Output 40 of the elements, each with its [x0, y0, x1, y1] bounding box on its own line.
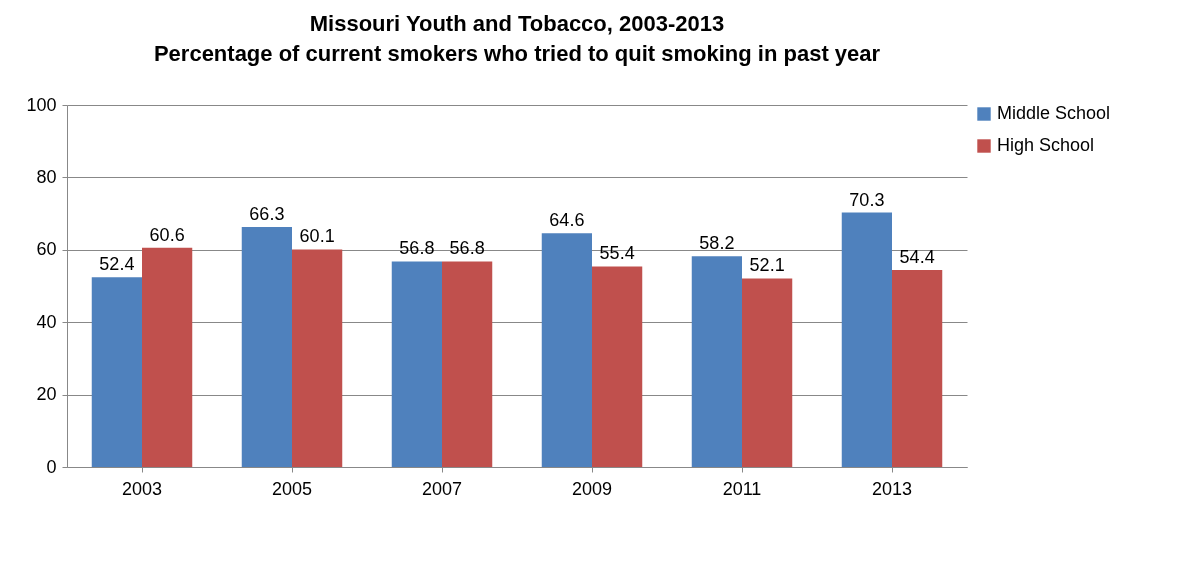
bar	[742, 278, 793, 467]
bar	[541, 233, 592, 467]
y-tick-label: 80	[36, 166, 57, 187]
x-tick-label: 2005	[271, 478, 313, 499]
x-tick-label: 2003	[121, 478, 163, 499]
data-label: 52.1	[749, 255, 785, 276]
bar	[292, 249, 343, 467]
x-tick-label: 2007	[421, 478, 463, 499]
chart-title: Missouri Youth and Tobacco, 2003-2013	[309, 11, 725, 36]
bar	[691, 256, 742, 467]
data-label: 54.4	[899, 247, 935, 268]
chart-subtitle: Percentage of current smokers who tried to quit smoking in past year	[153, 41, 881, 66]
data-label: 66.3	[249, 203, 285, 224]
legend-label: Middle School	[997, 103, 1111, 123]
bar	[391, 261, 442, 467]
data-label: 60.1	[299, 226, 335, 247]
data-label: 52.4	[99, 254, 135, 275]
bar	[442, 261, 493, 467]
y-tick-label: 60	[36, 239, 57, 260]
bar	[841, 212, 892, 467]
bar	[592, 266, 643, 467]
data-label: 55.4	[599, 243, 635, 264]
y-tick-label: 0	[46, 456, 57, 477]
data-label: 56.8	[449, 238, 485, 259]
bar	[892, 270, 943, 467]
y-tick-label: 40	[36, 311, 57, 332]
bar	[91, 277, 142, 467]
bar	[241, 226, 292, 467]
data-label: 70.3	[849, 189, 885, 210]
bar	[142, 247, 193, 467]
y-tick-label: 20	[36, 384, 57, 405]
data-label: 64.6	[549, 210, 585, 231]
legend-label: High School	[997, 135, 1095, 155]
x-tick-label: 2013	[871, 478, 913, 499]
x-tick-label: 2011	[722, 478, 762, 499]
y-tick-label: 100	[26, 94, 57, 115]
data-label: 56.8	[399, 238, 435, 259]
data-label: 58.2	[699, 233, 735, 254]
data-label: 60.6	[149, 224, 185, 245]
x-tick-label: 2009	[571, 478, 613, 499]
